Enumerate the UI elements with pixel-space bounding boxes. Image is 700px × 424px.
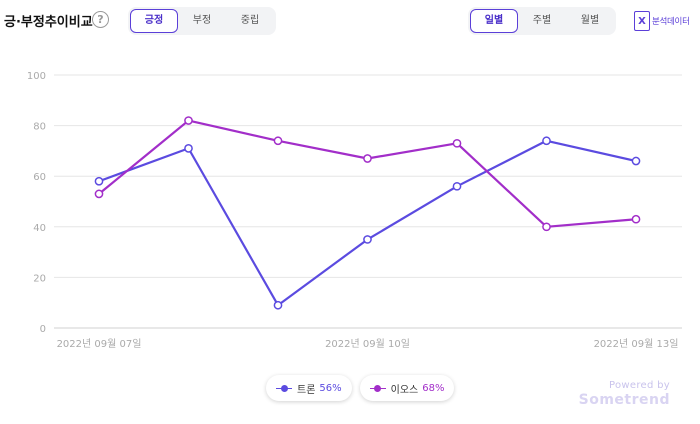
tab-daily[interactable]: 일별 bbox=[470, 9, 518, 33]
trend-line-chart: 0 20 40 60 80 100 2022년 09월 07일 2022년 09월 10일 20… bbox=[27, 71, 682, 350]
chart-legend: 트론 56% 이오스 68% bbox=[266, 375, 455, 401]
series-line-1 bbox=[98, 119, 637, 228]
legend-percent-tron: 56% bbox=[319, 382, 342, 394]
tab-positive[interactable]: 긍정 bbox=[130, 9, 178, 33]
data-point-s0-2 bbox=[273, 300, 283, 310]
legend-marker-tron bbox=[276, 384, 292, 392]
x-tick-label-1: 2022년 09월 10일 bbox=[325, 338, 410, 350]
tab-weekly[interactable]: 주별 bbox=[532, 15, 552, 26]
sentiment-tab-group: 긍정 부정 중립 bbox=[128, 7, 276, 35]
y-tick-label-60: 60 bbox=[33, 172, 46, 183]
legend-name-eos: 이오스 bbox=[390, 384, 419, 396]
analysis-data-label: 분석데이터 bbox=[652, 17, 690, 27]
period-tab-group: 일별 주별 월별 bbox=[468, 7, 616, 35]
legend-item-eos[interactable]: 이오스 68% bbox=[359, 375, 455, 401]
data-point-s0-0 bbox=[94, 176, 104, 186]
x-tick-label-0: 2022년 09월 07일 bbox=[57, 338, 142, 350]
chart-header: 긍·부정추이비교 ? 긍정 부정 중립 일별 주별 월별 X 분석데이터 bbox=[0, 0, 700, 44]
y-tick-label-20: 20 bbox=[33, 273, 46, 284]
powered-by-sometrend: Powered by Sometrend bbox=[579, 380, 670, 408]
y-tick-label-0: 0 bbox=[40, 324, 46, 335]
legend-item-tron[interactable]: 트론 56% bbox=[266, 375, 352, 401]
legend-dot-eos bbox=[374, 384, 382, 392]
data-point-s1-6 bbox=[631, 214, 641, 224]
powered-by-text: Powered by bbox=[609, 380, 670, 391]
legend-percent-eos: 68% bbox=[422, 382, 445, 394]
sometrend-logo: Sometrend bbox=[578, 392, 670, 408]
tab-negative[interactable]: 부정 bbox=[192, 15, 212, 26]
data-point-s0-6 bbox=[631, 156, 641, 166]
y-tick-label-40: 40 bbox=[33, 223, 46, 234]
data-point-s1-2 bbox=[273, 136, 283, 146]
data-point-s0-4 bbox=[452, 181, 462, 191]
data-point-s1-5 bbox=[542, 222, 551, 232]
x-tick-label-2: 2022년 09월 13일 bbox=[594, 338, 679, 350]
y-tick-label-80: 80 bbox=[33, 122, 46, 133]
legend-name-tron: 트론 bbox=[297, 384, 316, 396]
tab-monthly[interactable]: 월별 bbox=[580, 15, 600, 26]
x-file-icon: X bbox=[634, 11, 650, 31]
analysis-data-button[interactable]: X 분석데이터 bbox=[634, 11, 690, 31]
data-point-s0-3 bbox=[363, 235, 372, 244]
legend-marker-eos bbox=[369, 384, 386, 392]
data-point-s1-1 bbox=[184, 116, 193, 125]
data-point-s0-5 bbox=[542, 136, 551, 146]
data-point-s1-4 bbox=[452, 138, 462, 148]
page-title: 긍·부정추이비교 bbox=[4, 15, 93, 30]
series-line-0 bbox=[98, 139, 637, 307]
help-icon[interactable]: ? bbox=[92, 11, 109, 28]
data-point-s0-1 bbox=[184, 144, 193, 153]
y-tick-label-100: 100 bbox=[27, 71, 46, 82]
data-point-s1-3 bbox=[363, 154, 372, 163]
data-point-s1-0 bbox=[94, 189, 104, 199]
tab-neutral[interactable]: 중립 bbox=[240, 15, 260, 26]
legend-dot-tron bbox=[280, 384, 288, 392]
